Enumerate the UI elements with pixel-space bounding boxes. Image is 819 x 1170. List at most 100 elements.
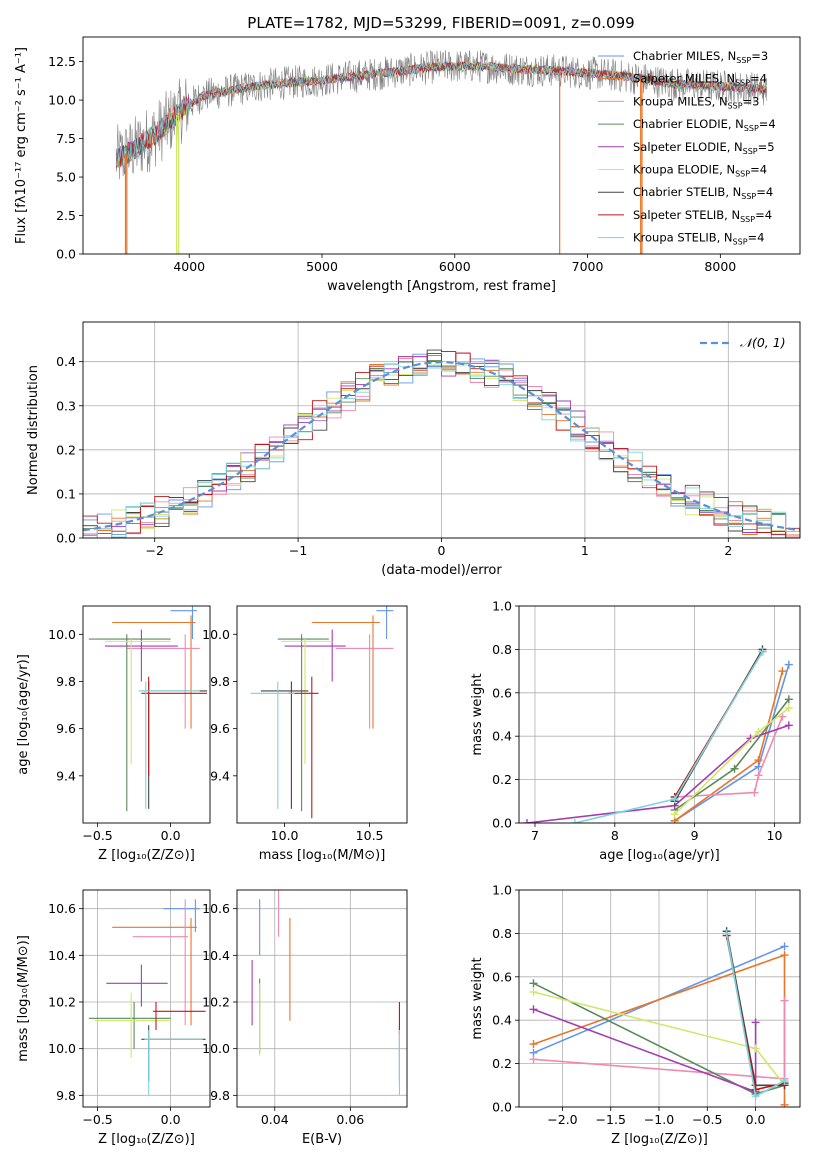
spectrum-panel: 4000 5000 6000 7000 8000 0.0 2.5 5.0 7.5 10.0 12.5… bbox=[14, 36, 801, 294]
point-salpeter-elodie bbox=[104, 629, 178, 682]
weight-marker-chabrier-miles bbox=[784, 660, 793, 669]
x-tick-label: 4000 bbox=[173, 259, 205, 274]
weight-marker-chabrier-elodie bbox=[784, 695, 793, 704]
y-tick-label: 7.5 bbox=[56, 131, 76, 146]
legend-label-salpeter-miles: Salpeter MILES, NSSP=4 bbox=[633, 72, 767, 88]
weight-marker-salpeter-elodie bbox=[784, 721, 793, 730]
x-tick-label: 8 bbox=[611, 828, 619, 843]
weight-marker-salpeter-elodie bbox=[522, 819, 531, 823]
x-tick-label: 9 bbox=[691, 828, 699, 843]
mass-vs-z-points bbox=[88, 899, 206, 1096]
y-tick-label: 9.8 bbox=[56, 674, 76, 689]
weight-marker-salpeter-miles bbox=[778, 667, 787, 676]
age-vs-mass-points bbox=[250, 606, 394, 819]
x-tick-label: 8000 bbox=[704, 259, 736, 274]
point-salpeter-stelib bbox=[153, 1002, 206, 1030]
mass-vs-ebv-panel: 0.04 0.06 9.8 10.0 10.2 10.4 10.6 E(B-V) bbox=[202, 889, 408, 1147]
weight-line-salpeter-elodie bbox=[526, 724, 790, 823]
weight-marker-kroupa-stelib bbox=[670, 795, 679, 804]
x-tick-label: 10.0 bbox=[271, 828, 299, 843]
y-tick-label: 9.8 bbox=[56, 1088, 76, 1103]
y-tick-label: 0.2 bbox=[56, 442, 76, 457]
x-tick-label: 6000 bbox=[439, 259, 471, 274]
x-tick-label: −0.5 bbox=[82, 1112, 112, 1127]
y-tick-label: 10.6 bbox=[202, 901, 230, 916]
weight-marker-salpeter-miles bbox=[754, 756, 763, 765]
point-salpeter-elodie bbox=[106, 964, 168, 1007]
y-tick-label: 0.3 bbox=[56, 398, 76, 413]
weight-marker-kroupa-elodie bbox=[754, 727, 763, 736]
legend-label-kroupa-stelib: Kroupa STELIB, NSSP=4 bbox=[633, 231, 764, 247]
y-tick-label: 0.4 bbox=[56, 354, 76, 369]
y-tick-label: 10.0 bbox=[48, 627, 76, 642]
weight-line-kroupa-miles bbox=[674, 716, 784, 798]
legend-label-chabrier-miles: Chabrier MILES, NSSP=3 bbox=[633, 49, 768, 65]
legend-label-gaussian: 𝒩(0, 1) bbox=[740, 335, 786, 350]
weight-marker-salpeter-elodie bbox=[529, 1005, 538, 1014]
histogram-kroupa-stelib bbox=[83, 359, 800, 538]
y-axis-label: age [log₁₀(age/yr)] bbox=[16, 654, 31, 775]
weight-marker-kroupa-miles bbox=[529, 1055, 538, 1064]
model-line-salpeter-stelib bbox=[115, 60, 767, 169]
x-tick-label: 1 bbox=[581, 543, 589, 558]
y-tick-label: 0.0 bbox=[56, 531, 76, 546]
y-tick-label: 9.6 bbox=[210, 721, 230, 736]
y-tick-label: 10.0 bbox=[48, 93, 76, 108]
weight-marker-chabrier-miles bbox=[780, 942, 789, 951]
point-kroupa-stelib bbox=[250, 681, 295, 809]
mass-vs-z-panel: −0.5 0.0 9.8 10.0 10.2 10.4 10.6 Z [log₁₀(Z/Z⊙)… bbox=[16, 889, 211, 1147]
x-axis-label: age [log₁₀(age/yr)] bbox=[599, 848, 720, 863]
y-tick-label: 9.8 bbox=[210, 1088, 230, 1103]
y-axis-label: mass weight bbox=[470, 957, 485, 1039]
weight-marker-kroupa-stelib bbox=[758, 647, 767, 656]
point-chabrier-elodie bbox=[88, 634, 171, 812]
x-tick-label: −1 bbox=[289, 543, 307, 558]
x-tick-label: 0 bbox=[438, 543, 446, 558]
y-tick-label: 9.4 bbox=[210, 768, 230, 783]
y-axis-label: mass [log₁₀(M/M⊙)] bbox=[16, 935, 31, 1062]
weight-marker-kroupa-elodie bbox=[529, 987, 538, 996]
x-tick-label: 0.06 bbox=[336, 1112, 364, 1127]
massweight-vs-z-panel: −2.0 −1.5 −1.0 −0.5 0.0 0.0 0.2 0.4 0.6 0.8 1.0 Z [… bbox=[470, 883, 801, 1147]
gaussian-curve bbox=[83, 360, 800, 532]
x-tick-label: 0.04 bbox=[261, 1112, 289, 1127]
weight-marker-kroupa-miles bbox=[780, 996, 789, 1005]
weight-marker-kroupa-stelib bbox=[570, 819, 579, 823]
age-vs-mass-panel: 10.0 10.5 9.4 9.6 9.8 10.0 mass [log₁₀(M/M⊙)] bbox=[202, 605, 408, 863]
x-axis-label: E(B-V) bbox=[302, 1132, 342, 1147]
x-tick-label: −0.5 bbox=[82, 828, 112, 843]
plot-frame bbox=[82, 321, 801, 539]
figure-title: PLATE=1782, MJD=53299, FIBERID=0091, z=0… bbox=[247, 14, 634, 32]
plot-frame bbox=[518, 889, 801, 1108]
x-tick-label: 7 bbox=[531, 828, 539, 843]
point-salpeter-stelib bbox=[141, 676, 208, 776]
y-tick-label: 0.1 bbox=[56, 486, 76, 501]
age-vs-z-panel: −0.5 0.0 9.4 9.6 9.8 10.0 Z [log₁₀(Z/Z⊙)] age [… bbox=[16, 605, 211, 863]
point-chabrier-miles bbox=[163, 899, 200, 932]
weight-marker-chabrier-elodie bbox=[730, 764, 739, 773]
point-chabrier-stelib bbox=[260, 681, 309, 809]
y-tick-label: 10.6 bbox=[48, 901, 76, 916]
point-kroupa-miles bbox=[126, 634, 200, 729]
weight-marker-kroupa-stelib bbox=[780, 1076, 789, 1085]
y-tick-label: 0.0 bbox=[56, 247, 76, 262]
y-axis-label: Flux [fλ10⁻¹⁷ erg cm⁻² s⁻¹ A⁻¹] bbox=[14, 47, 29, 244]
plot-frame bbox=[82, 605, 211, 824]
y-axis-label: Normed distribution bbox=[26, 365, 41, 495]
x-tick-label: −2.0 bbox=[547, 1112, 577, 1127]
point-kroupa-stelib bbox=[138, 681, 200, 809]
x-tick-label: −1.5 bbox=[596, 1112, 626, 1127]
y-tick-label: 1.0 bbox=[492, 599, 512, 614]
massweight-vs-age-panel: 7 8 9 10 0.0 0.2 0.4 0.6 0.8 1.0 age [log₁₀(age/yr… bbox=[470, 599, 801, 863]
weight-marker-salpeter-elodie bbox=[751, 1018, 760, 1027]
weight-marker-kroupa-elodie bbox=[670, 810, 679, 819]
weight-marker-salpeter-miles bbox=[780, 1100, 789, 1107]
weight-marker-kroupa-stelib bbox=[751, 1092, 760, 1101]
y-tick-label: 10.0 bbox=[48, 1041, 76, 1056]
residuals-legend: 𝒩(0, 1) bbox=[700, 335, 786, 350]
y-tick-label: 0.0 bbox=[492, 816, 512, 831]
y-tick-label: 9.6 bbox=[56, 721, 76, 736]
legend-label-salpeter-elodie: Salpeter ELODIE, NSSP=5 bbox=[633, 140, 775, 156]
point-kroupa-miles bbox=[132, 899, 189, 1026]
